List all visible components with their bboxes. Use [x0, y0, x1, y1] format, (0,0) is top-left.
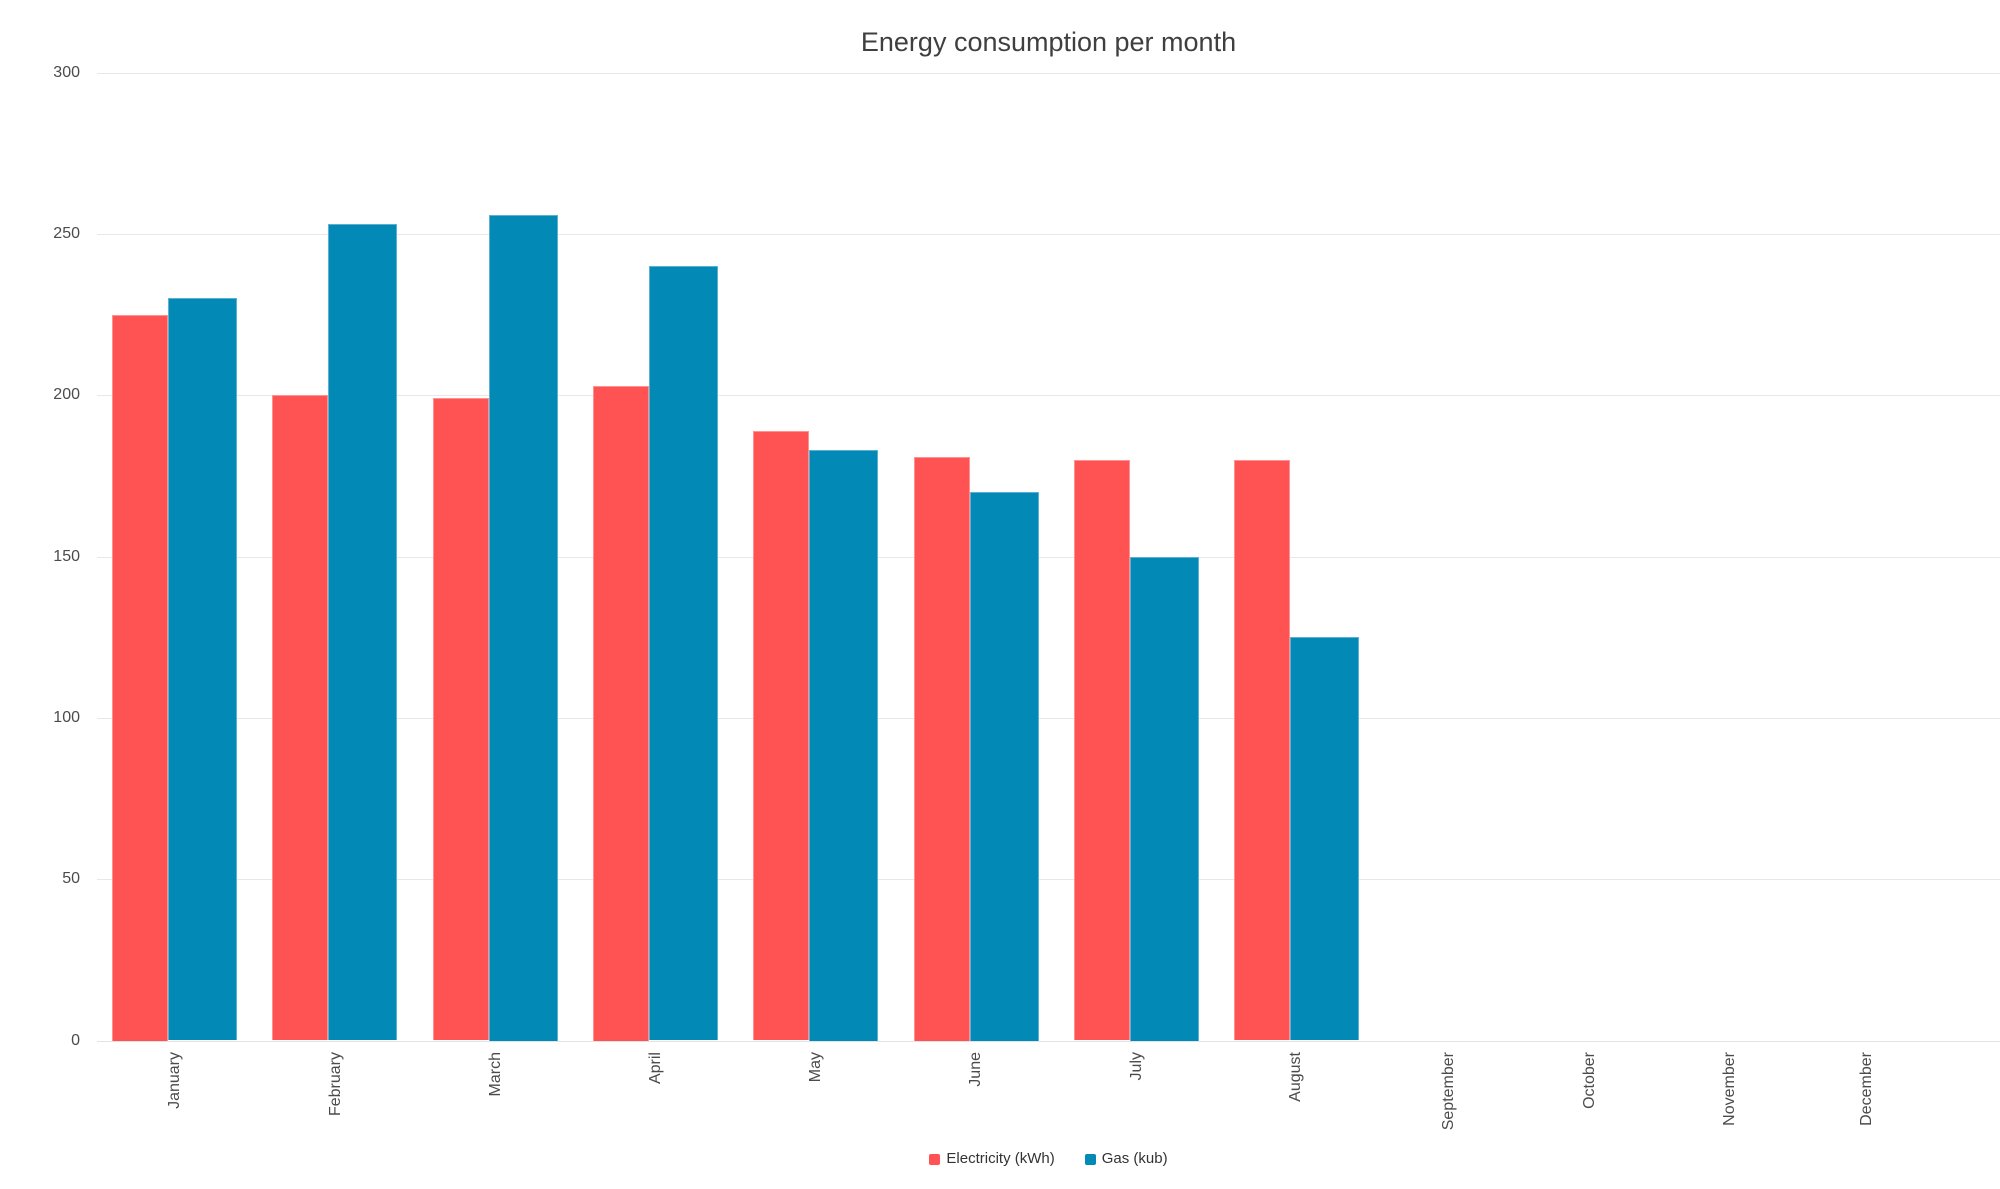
gridline-0 [97, 1040, 2000, 1042]
x-label-december: December [1853, 1052, 1879, 1126]
gridline-300 [97, 72, 2000, 74]
bar-electricity-february [272, 395, 329, 1041]
x-label-february: February [322, 1052, 348, 1116]
chart-title: Energy consumption per month [860, 27, 1237, 57]
x-label-november: November [1716, 1052, 1742, 1126]
gridline-50 [97, 879, 2000, 881]
x-label-july: July [1123, 1052, 1149, 1080]
legend-item-electricity[interactable]: Electricity (kWh) [929, 1150, 1055, 1167]
bar-gas-june [969, 492, 1039, 1041]
y-tick-0: 0 [71, 1031, 80, 1049]
x-label-text: October [1580, 1052, 1598, 1109]
gridline-250 [97, 233, 2000, 235]
x-label-april: April [642, 1052, 668, 1084]
bar-electricity-march [432, 398, 489, 1041]
bar-gas-february [328, 224, 398, 1041]
gridline-200 [97, 395, 2000, 397]
y-tick-50: 50 [62, 870, 80, 888]
bar-gas-march [488, 214, 558, 1041]
x-label-text: February [326, 1052, 344, 1117]
bar-electricity-july [1073, 459, 1130, 1041]
x-label-october: October [1576, 1052, 1602, 1109]
y-tick-200: 200 [53, 386, 80, 404]
bar-electricity-january [112, 314, 168, 1041]
bar-gas-april [648, 266, 718, 1041]
x-label-text: September [1439, 1052, 1457, 1131]
x-label-january: January [161, 1052, 187, 1109]
x-label-june: June [962, 1052, 988, 1087]
x-label-september: September [1435, 1052, 1461, 1130]
y-tick-250: 250 [53, 224, 80, 242]
legend-label: Electricity (kWh) [946, 1150, 1055, 1167]
x-label-text: May [806, 1052, 824, 1083]
x-label-march: March [482, 1052, 508, 1096]
legend-label: Gas (kub) [1101, 1150, 1168, 1167]
legend-swatch-icon [1084, 1153, 1096, 1165]
x-label-may: May [802, 1052, 828, 1082]
legend-swatch-icon [929, 1153, 941, 1165]
x-label-text: December [1857, 1052, 1875, 1126]
x-label-text: January [165, 1052, 183, 1109]
y-tick-150: 150 [53, 547, 80, 565]
y-tick-300: 300 [53, 63, 80, 81]
x-label-text: November [1720, 1052, 1738, 1126]
x-label-text: March [486, 1052, 504, 1097]
x-label-text: June [966, 1052, 984, 1087]
legend: Electricity (kWh) Gas (kub) [97, 1151, 2000, 1167]
gridline-150 [97, 556, 2000, 558]
legend-item-gas[interactable]: Gas (kub) [1084, 1150, 1168, 1167]
x-label-text: July [1127, 1052, 1145, 1081]
x-label-text: April [646, 1052, 664, 1085]
x-label-august: August [1282, 1052, 1308, 1102]
bar-electricity-may [753, 430, 810, 1041]
bar-gas-may [809, 450, 879, 1041]
bar-gas-august [1290, 637, 1360, 1041]
bar-electricity-june [913, 456, 970, 1041]
x-label-text: August [1286, 1052, 1304, 1102]
y-tick-100: 100 [53, 708, 80, 726]
bar-electricity-august [1234, 459, 1291, 1041]
bar-electricity-april [592, 385, 649, 1041]
gridline-100 [97, 717, 2000, 719]
bar-gas-january [168, 298, 237, 1041]
bar-gas-july [1129, 556, 1199, 1041]
